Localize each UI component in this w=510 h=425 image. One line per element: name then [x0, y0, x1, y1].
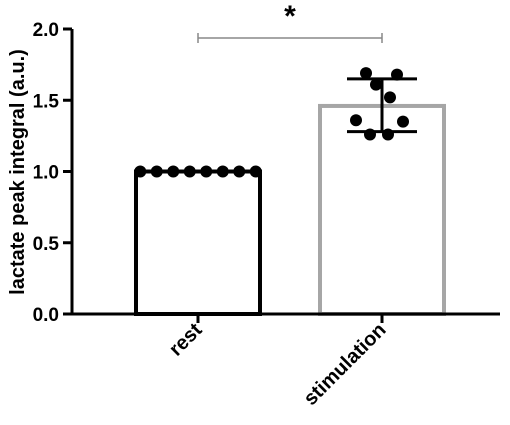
data-point-rest: [216, 165, 229, 178]
data-point-stimulation: [364, 128, 376, 141]
data-point-stimulation: [384, 91, 396, 104]
x-tick-label-group: rest: [165, 319, 207, 361]
bar-rest: [134, 169, 262, 316]
data-point-rest: [200, 165, 213, 178]
x-tick-label-stimulation: stimulation: [300, 319, 391, 410]
y-axis-title: lactate peak integral (a.u.): [7, 49, 29, 295]
data-point-rest: [249, 165, 262, 178]
data-point-rest: [134, 165, 147, 178]
data-point-stimulation: [360, 67, 372, 80]
data-point-rest: [233, 165, 246, 178]
bar-stimulation: [318, 103, 446, 316]
significance-label: *: [284, 0, 296, 33]
x-tick-label-group: stimulation: [300, 319, 391, 410]
y-tick-label: 0.5: [33, 234, 60, 255]
data-point-rest: [167, 165, 180, 178]
data-point-stimulation: [350, 114, 362, 127]
data-point-rest: [183, 165, 196, 178]
data-point-stimulation: [391, 68, 403, 81]
y-tick-label: 1.5: [33, 91, 60, 112]
x-tick-label-rest: rest: [165, 319, 207, 361]
y-tick-label: 0.0: [33, 305, 59, 326]
data-point-rest: [150, 165, 163, 178]
data-point-stimulation: [370, 78, 382, 91]
data-point-stimulation: [382, 128, 394, 141]
y-tick-label: 1.0: [33, 163, 59, 184]
y-tick-label: 2.0: [33, 20, 59, 41]
data-point-stimulation: [397, 115, 409, 128]
